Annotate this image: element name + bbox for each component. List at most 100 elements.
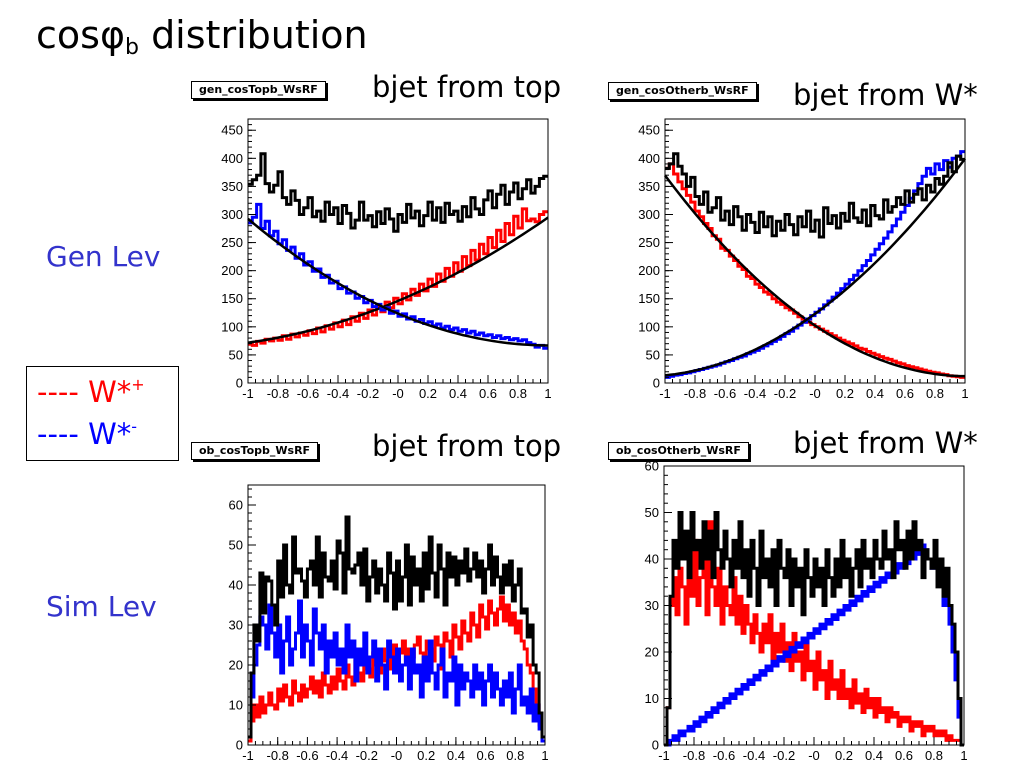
- y-tick-label: 200: [221, 263, 243, 278]
- series-line-W*+: [664, 520, 964, 747]
- x-tick-label: -0.4: [326, 748, 348, 763]
- legend-wminus-dashes: ----: [37, 417, 79, 451]
- y-tick-label: 20: [645, 645, 659, 660]
- title-subscript: b: [125, 35, 139, 60]
- x-tick-label: 0.4: [447, 748, 465, 763]
- y-tick-label: 0: [236, 376, 243, 391]
- y-tick-label: 0: [236, 738, 243, 753]
- legend-wminus-label: W*: [88, 417, 132, 451]
- x-tick-label: 0.4: [449, 386, 467, 401]
- x-tick-label: 0.2: [835, 748, 853, 763]
- y-tick-label: 350: [638, 179, 660, 194]
- x-tick-label: 0.2: [419, 386, 437, 401]
- series-line-total: [248, 515, 545, 739]
- histogram-panel-2: 0 10 20 30 40 50 60 -1 -0.8 -0.6 -0.4 -0.2 -0 0.2 0.4 0…: [229, 484, 549, 763]
- hist-name-gen-other: gen_cosOtherb_WsRF: [608, 82, 757, 100]
- x-tick-label: -0.8: [684, 386, 706, 401]
- fit-curve-W*+: [664, 174, 965, 378]
- y-tick-label: 40: [229, 578, 243, 593]
- x-tick-label: 1: [961, 386, 968, 401]
- plot-label-bottom-left: bjet from top: [372, 429, 562, 463]
- plot-area: [665, 119, 965, 383]
- y-tick-label: 0: [653, 376, 660, 391]
- series-line-total: [665, 152, 965, 239]
- x-tick-label: -1: [242, 386, 254, 401]
- x-tick-label: -0.6: [714, 386, 736, 401]
- y-tick-label: 50: [229, 538, 243, 553]
- x-tick-label: -0: [808, 748, 820, 763]
- plot-label-bottom-right: bjet from W*: [793, 426, 978, 460]
- row-label-gen: Gen Lev: [46, 240, 161, 273]
- hist-name-ob-top: ob_cosTopb_WsRF: [191, 442, 319, 460]
- x-tick-label: -0.4: [327, 386, 349, 401]
- series-line-total: [248, 152, 548, 233]
- x-tick-label: -0.8: [683, 748, 705, 763]
- hist-name-gen-top: gen_cosTopb_WsRF: [191, 81, 326, 99]
- x-tick-label: 0.6: [895, 748, 913, 763]
- title-base: cosφ: [36, 13, 126, 57]
- series-line-W*-: [248, 599, 545, 743]
- x-tick-label: 0.6: [479, 386, 497, 401]
- x-tick-label: 0.2: [836, 386, 854, 401]
- legend: ---- W*+ ---- W*-: [26, 366, 179, 461]
- x-tick-label: 0.8: [926, 386, 944, 401]
- y-tick-label: 40: [645, 552, 659, 567]
- y-tick-label: 60: [229, 498, 243, 513]
- fit-curve-W*+: [247, 216, 549, 344]
- y-tick-label: 20: [229, 658, 243, 673]
- x-tick-label: -0.2: [774, 386, 796, 401]
- y-tick-label: 300: [221, 207, 243, 222]
- histogram-panel-1: 0 50 100 150 200 250 300 350 400 450 -1 -0.8 -0.6 -0.…: [638, 118, 969, 401]
- y-tick-label: 250: [638, 235, 660, 250]
- x-tick-label: -0.2: [356, 748, 378, 763]
- y-tick-label: 200: [638, 263, 660, 278]
- x-tick-label: -0.8: [267, 386, 289, 401]
- fit-curve-W*-: [664, 158, 966, 377]
- x-tick-label: -0.6: [296, 748, 318, 763]
- x-tick-label: -1: [658, 748, 670, 763]
- y-tick-label: 100: [638, 319, 660, 334]
- series-line-total: [664, 511, 964, 747]
- x-tick-label: -1: [242, 748, 254, 763]
- slide-title: cosφb distribution: [36, 16, 368, 59]
- y-tick-label: 450: [221, 123, 243, 138]
- legend-wminus-sup: -: [131, 417, 138, 436]
- x-tick-label: 1: [541, 748, 548, 763]
- y-tick-label: 30: [645, 598, 659, 613]
- histogram-panel-0: 0 50 100 150 200 250 300 350 400 450 -1 -0.8 -0.6 -0.…: [221, 118, 552, 401]
- x-tick-label: -0.2: [357, 386, 379, 401]
- y-tick-label: 300: [638, 207, 660, 222]
- x-tick-label: -0.4: [743, 748, 765, 763]
- y-tick-label: 0: [652, 738, 659, 753]
- x-tick-label: 0.6: [896, 386, 914, 401]
- x-tick-label: -1: [659, 386, 671, 401]
- y-tick-label: 60: [645, 459, 659, 474]
- x-tick-label: 0.8: [506, 748, 524, 763]
- x-tick-label: -0.4: [744, 386, 766, 401]
- y-tick-label: 100: [221, 319, 243, 334]
- x-tick-label: -0.6: [713, 748, 735, 763]
- title-rest: distribution: [138, 13, 368, 57]
- x-tick-label: 1: [960, 748, 967, 763]
- y-tick-label: 400: [638, 151, 660, 166]
- y-tick-label: 50: [229, 347, 243, 362]
- x-tick-label: -0: [391, 748, 403, 763]
- legend-entry-wplus: ---- W*+: [37, 377, 145, 407]
- y-tick-label: 150: [638, 291, 660, 306]
- x-tick-label: 0.4: [866, 386, 884, 401]
- x-tick-label: -0.2: [773, 748, 795, 763]
- x-tick-label: 0.4: [865, 748, 883, 763]
- legend-wplus-dashes: ----: [37, 375, 79, 409]
- legend-entry-wminus: ---- W*-: [37, 419, 137, 449]
- x-tick-label: 0.2: [417, 748, 435, 763]
- hist-name-ob-other: ob_cosOtherb_WsRF: [608, 442, 749, 460]
- x-tick-label: 1: [544, 386, 551, 401]
- y-tick-label: 350: [221, 179, 243, 194]
- y-tick-label: 400: [221, 151, 243, 166]
- x-tick-label: -0.8: [266, 748, 288, 763]
- row-label-sim: Sim Lev: [46, 590, 157, 623]
- legend-wplus-sup: +: [131, 375, 145, 394]
- legend-wplus-label: W*: [88, 375, 132, 409]
- y-tick-label: 250: [221, 235, 243, 250]
